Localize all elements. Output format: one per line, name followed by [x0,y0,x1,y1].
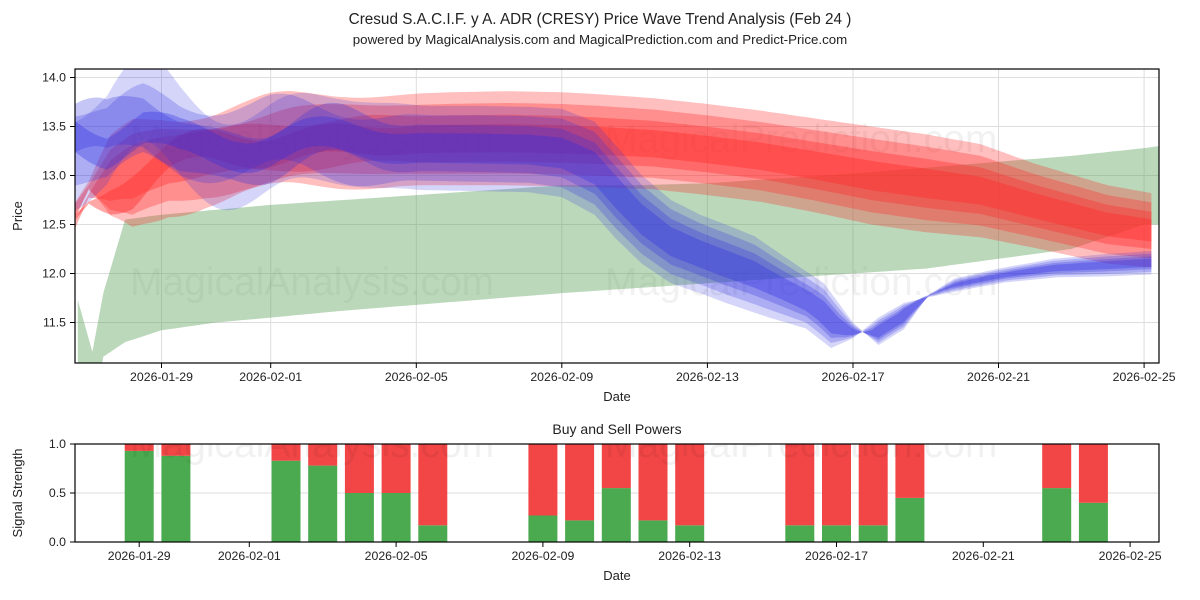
svg-text:Signal Strength: Signal Strength [10,449,25,538]
svg-text:2026-02-05: 2026-02-05 [365,549,428,563]
svg-text:2026-02-21: 2026-02-21 [952,549,1015,563]
svg-text:2026-02-25: 2026-02-25 [1099,549,1162,563]
svg-text:Buy and Sell Powers: Buy and Sell Powers [552,421,681,437]
svg-text:2026-02-01: 2026-02-01 [218,549,281,563]
svg-text:2026-02-13: 2026-02-13 [658,549,721,563]
svg-text:2026-02-09: 2026-02-09 [511,549,574,563]
svg-text:1.0: 1.0 [49,437,66,451]
svg-text:0.0: 0.0 [49,535,66,549]
svg-text:2026-01-29: 2026-01-29 [108,549,171,563]
svg-text:Date: Date [603,568,630,583]
svg-text:2026-02-17: 2026-02-17 [805,549,868,563]
svg-text:0.5: 0.5 [49,486,66,500]
